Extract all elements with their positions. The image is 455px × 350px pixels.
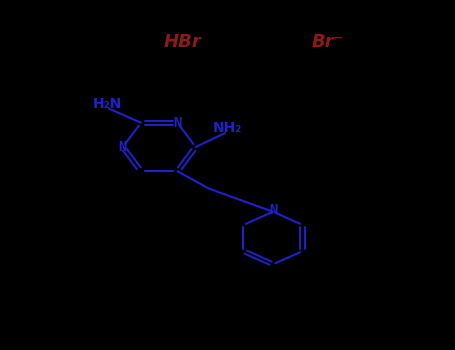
Text: N: N [119, 140, 127, 154]
Text: N: N [173, 116, 182, 130]
Text: H₂N: H₂N [92, 97, 121, 111]
Text: HBr: HBr [163, 33, 201, 51]
Text: NH₂: NH₂ [213, 121, 242, 135]
Text: N: N [269, 203, 277, 217]
Text: Br⁻: Br⁻ [312, 33, 344, 51]
